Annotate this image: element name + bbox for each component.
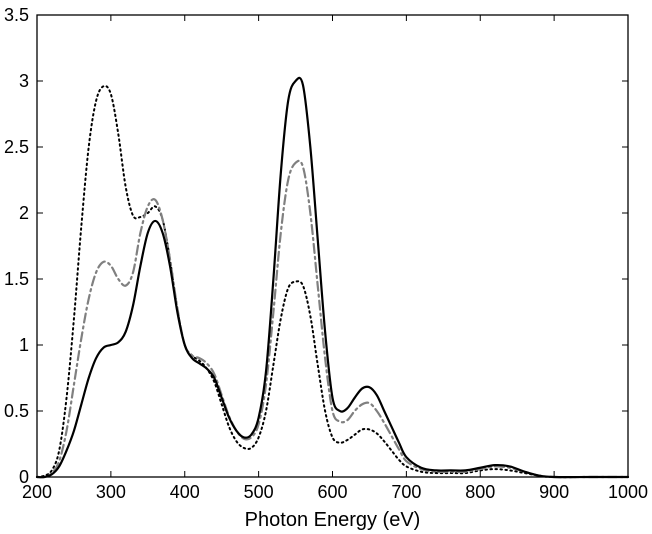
y-tick-label: 2.5: [4, 137, 29, 157]
x-tick-label: 700: [391, 482, 421, 502]
y-tick-label: 3: [19, 71, 29, 91]
series-line-dotted: [36, 84, 629, 479]
series-line-solid: [35, 76, 630, 479]
x-tick-label: 900: [539, 482, 569, 502]
plot-frame: [36, 14, 629, 478]
series-line-dashdot: [35, 159, 630, 479]
x-tick-label: 600: [317, 482, 347, 502]
y-tick-labels: 0 0.5 1 1.5 2 2.5 3 3.5: [4, 5, 29, 487]
y-tick-label: 1.5: [4, 269, 29, 289]
y-tick-label: 0: [19, 467, 29, 487]
x-axis-title: Photon Energy (eV): [245, 509, 421, 531]
series-layer: [35, 76, 630, 479]
x-tick-label: 300: [96, 482, 126, 502]
y-tick-label: 2: [19, 203, 29, 223]
x-tick-label: 500: [244, 482, 274, 502]
x-tick-label: 200: [22, 482, 52, 502]
y-tick-label: 1: [19, 335, 29, 355]
x-tick-label: 1000: [608, 482, 648, 502]
x-tick-labels: 200 300 400 500 600 700 800 900 1000: [22, 482, 648, 502]
y-tick-label: 3.5: [4, 5, 29, 25]
x-tick-label: 800: [465, 482, 495, 502]
y-tick-label: 0.5: [4, 401, 29, 421]
x-tick-label: 400: [170, 482, 200, 502]
